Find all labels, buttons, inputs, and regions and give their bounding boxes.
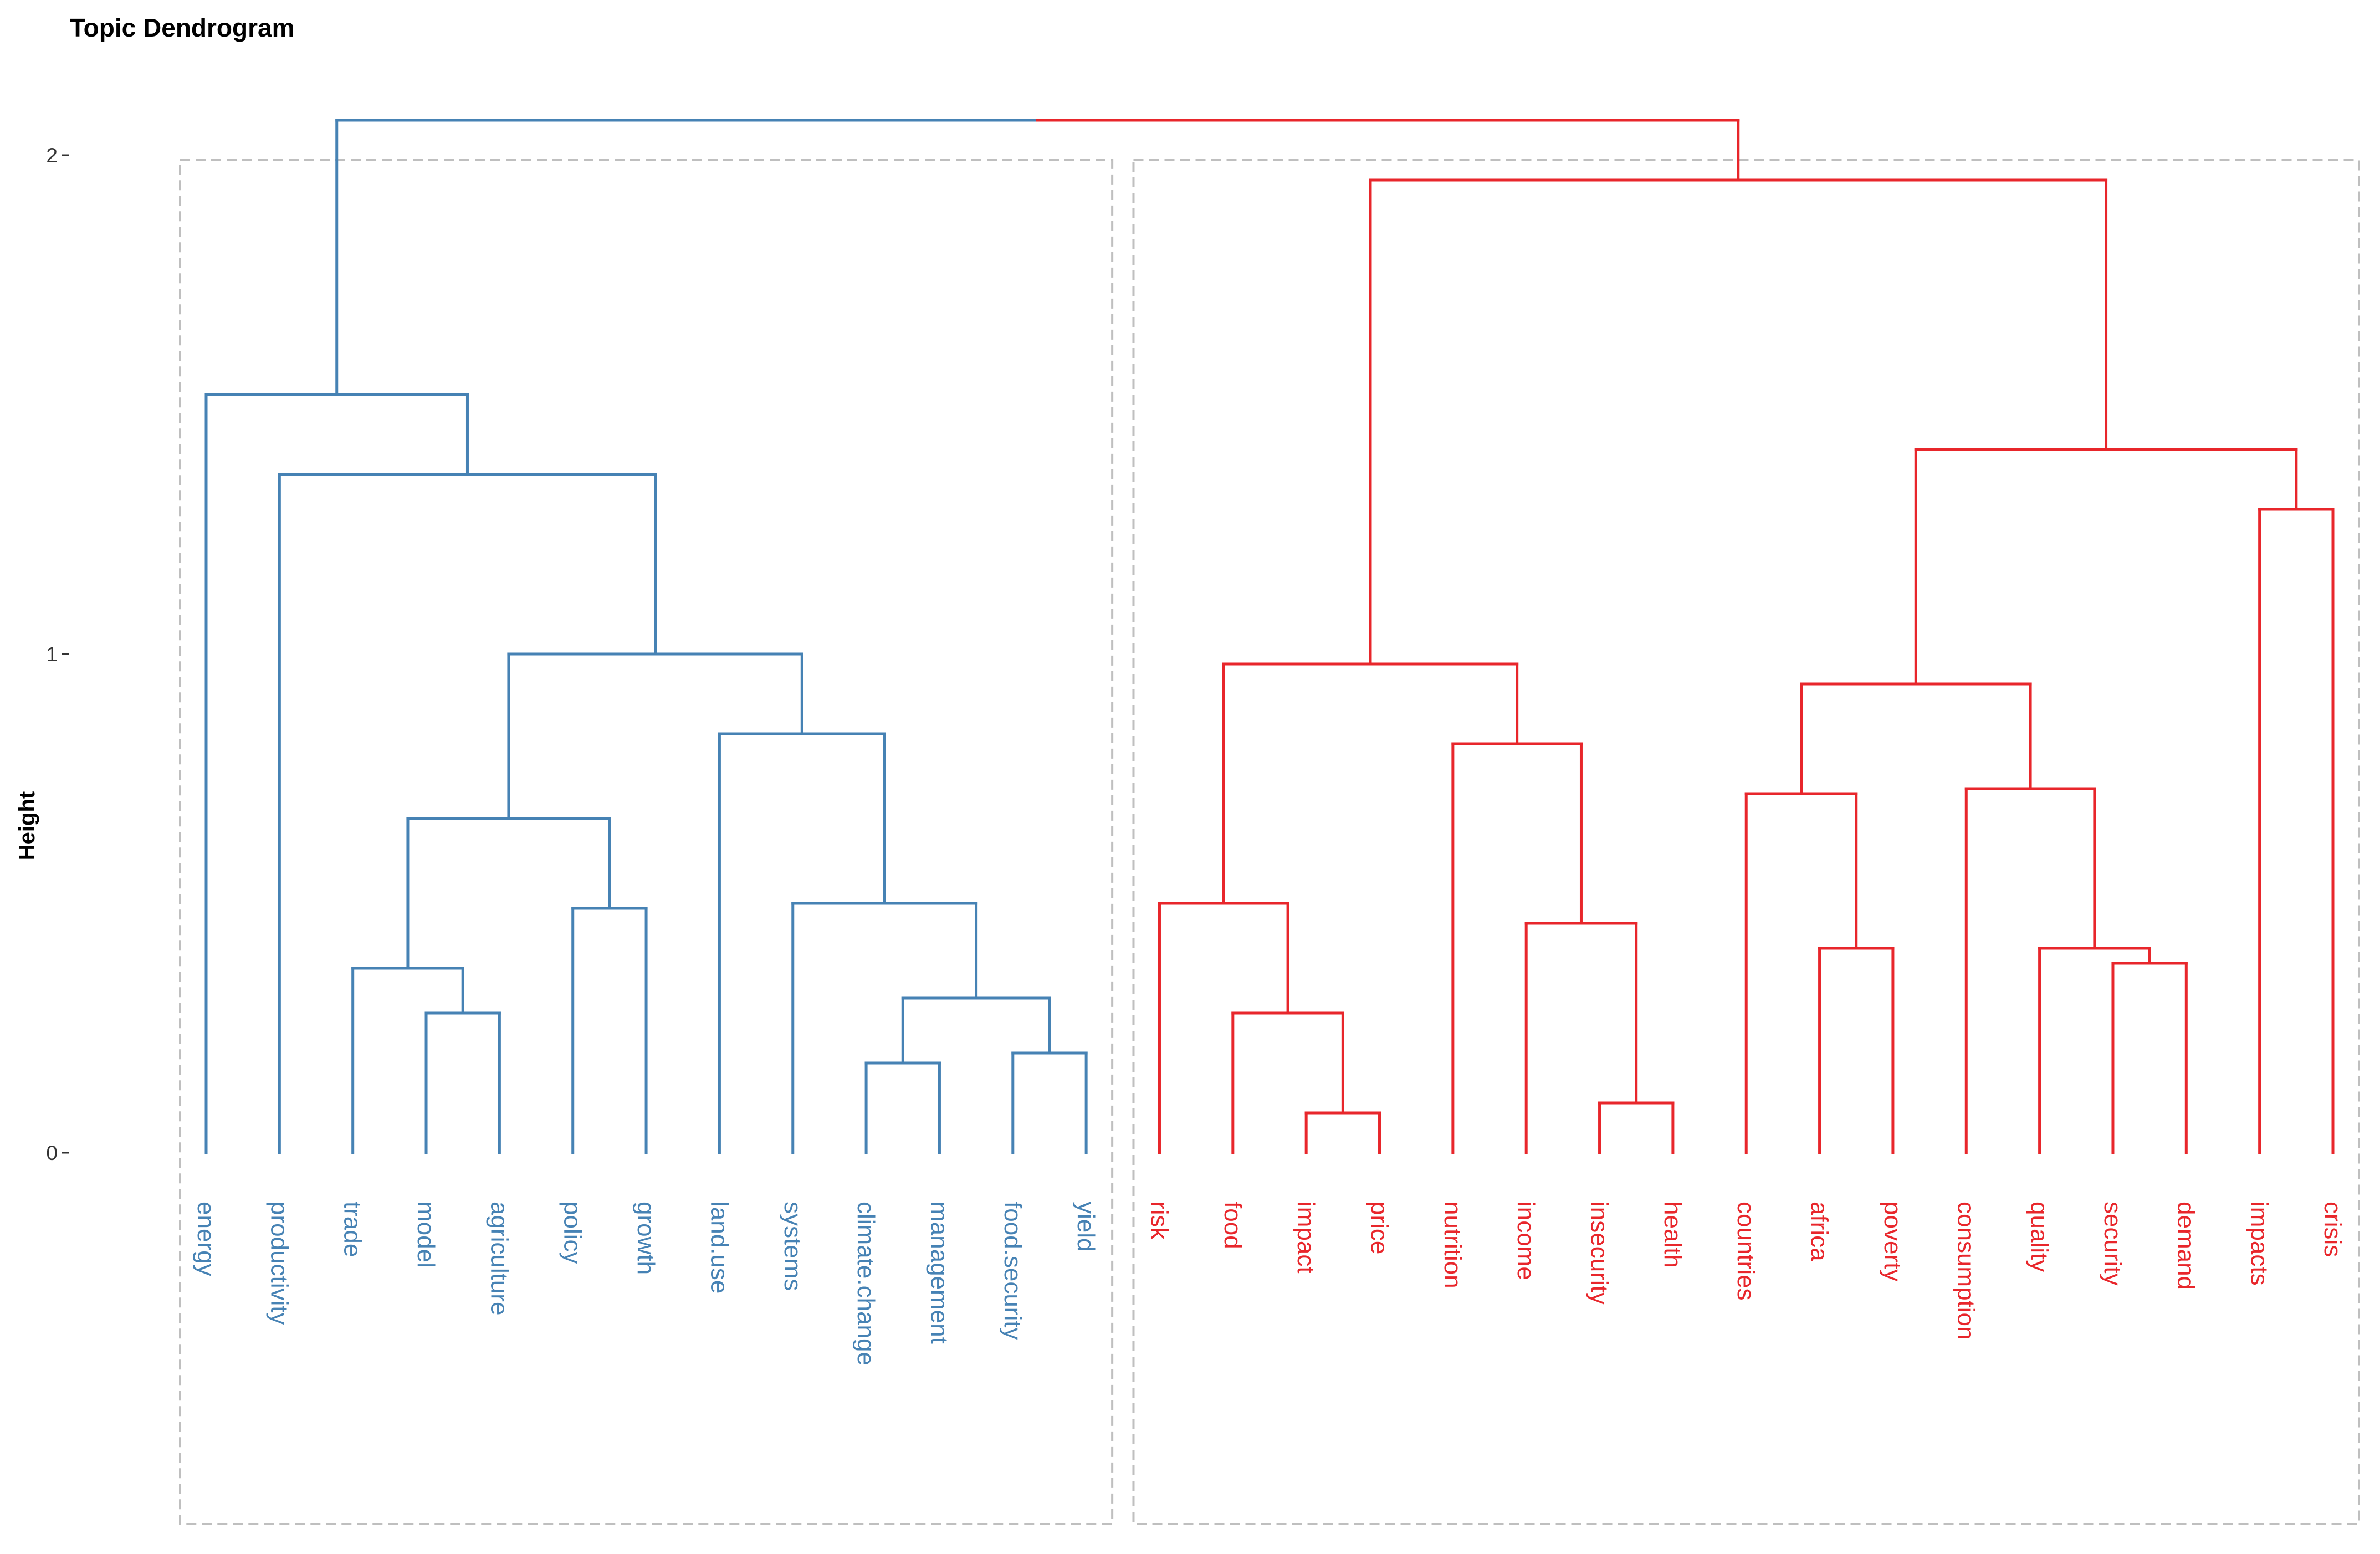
leaf-label: nutrition: [1439, 1202, 1466, 1289]
leaf-label: energy: [192, 1202, 219, 1276]
leaf-label: impact: [1292, 1202, 1319, 1274]
leaf-label: poverty: [1879, 1202, 1906, 1281]
leaf-label: risk: [1145, 1202, 1173, 1240]
leaf-label: crisis: [2319, 1202, 2346, 1257]
leaf-label: agriculture: [485, 1202, 513, 1315]
leaf-label: countries: [1732, 1202, 1759, 1301]
y-tick-label: 1: [46, 643, 58, 666]
cluster-2-box: [1132, 159, 2361, 1525]
leaf-label: health: [1659, 1202, 1686, 1268]
leaf-label: consumption: [1952, 1202, 1979, 1340]
leaf-label: price: [1366, 1202, 1393, 1254]
leaf-label: management: [925, 1202, 953, 1344]
leaf-label: quality: [2026, 1202, 2053, 1272]
leaf-label: income: [1512, 1202, 1539, 1280]
y-axis-title: Height: [15, 791, 39, 860]
leaf-label: policy: [559, 1202, 586, 1264]
leaf-label: systems: [779, 1202, 806, 1291]
leaf-label: demand: [2172, 1202, 2199, 1290]
leaf-label: productivity: [265, 1202, 293, 1325]
y-tick-label: 2: [46, 144, 58, 167]
leaf-label: climate.change: [852, 1202, 879, 1366]
leaf-label: security: [2099, 1202, 2126, 1286]
leaf-label: model: [412, 1202, 439, 1268]
leaf-label: food.security: [999, 1202, 1026, 1340]
leaf-label: growth: [632, 1202, 659, 1275]
leaf-label: insecurity: [1586, 1202, 1613, 1305]
leaf-label: land.use: [705, 1202, 733, 1294]
cluster-rectangles: [179, 159, 2361, 1525]
chart-title: Topic Dendrogram: [70, 13, 295, 42]
leaf-label: food: [1219, 1202, 1246, 1249]
y-tick-label: 0: [46, 1142, 58, 1164]
leaf-label: trade: [339, 1202, 366, 1257]
leaf-label: africa: [1806, 1202, 1833, 1261]
leaf-labels: energy productivity trade model agriculture p…: [192, 1202, 2346, 1366]
y-axis: 0 1 2: [46, 144, 69, 1164]
cluster-1-box: [179, 159, 1114, 1525]
leaf-label: yield: [1072, 1202, 1099, 1252]
leaf-label: impacts: [2246, 1202, 2273, 1286]
dendrogram-branches: [204, 119, 2335, 1154]
